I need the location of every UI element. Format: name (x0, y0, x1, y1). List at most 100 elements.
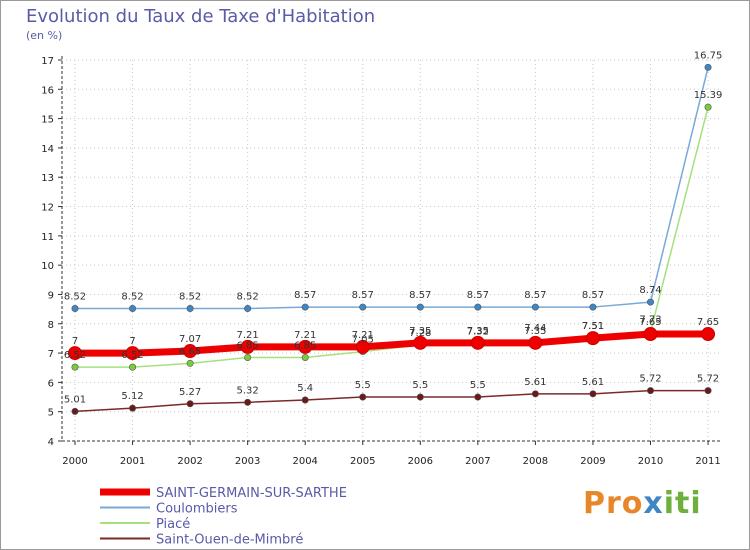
y-tick-label: 8 (48, 320, 54, 331)
data-point (186, 400, 194, 408)
y-tick-label: 15 (41, 115, 54, 126)
data-point (589, 303, 597, 311)
y-tick-label: 5 (48, 408, 54, 419)
data-label: 8.57 (352, 290, 374, 301)
data-label: 5.61 (524, 377, 546, 388)
data-label: 8.52 (64, 292, 86, 303)
data-label: 7.05 (352, 335, 374, 346)
data-point (416, 303, 424, 311)
data-label: 15.39 (694, 90, 723, 101)
data-label: 6.65 (179, 346, 201, 357)
data-point (129, 363, 137, 371)
data-point (589, 390, 597, 398)
data-label: 7.51 (582, 321, 604, 332)
logo-part-2: x (643, 486, 664, 521)
data-point (416, 393, 424, 401)
data-label: 7.21 (294, 330, 316, 341)
data-point (71, 363, 79, 371)
data-label: 8.52 (121, 292, 143, 303)
y-tick-label: 11 (41, 232, 54, 243)
data-label: 8.57 (294, 290, 316, 301)
data-point (474, 303, 482, 311)
chart-unit-label: (en %) (26, 29, 63, 42)
logo-part-3: iti (663, 486, 702, 521)
data-label: 8.57 (467, 290, 489, 301)
data-label: 8.57 (524, 290, 546, 301)
data-point (528, 335, 543, 350)
x-tick-label: 2000 (62, 456, 87, 467)
data-label-layer: 7 7 7.07 7.21 7.21 7.21 7.35 7.35 7.35 7.51 7.65 7.… (64, 50, 723, 405)
data-point (301, 396, 309, 404)
legend-label: Coulombiers (156, 502, 238, 517)
x-tick-label: 2004 (292, 456, 317, 467)
data-point (704, 103, 712, 111)
data-label: 8.57 (409, 290, 431, 301)
grid-layer (62, 59, 720, 441)
data-label: 7 (129, 336, 135, 347)
data-label: 8.52 (237, 292, 259, 303)
x-tick-label: 2005 (350, 456, 375, 467)
y-tick-label: 17 (41, 56, 54, 67)
axis-layer: 4 5 6 7 8 9 10 11 12 13 14 15 16 17 2000 2001 2002 2003 20… (41, 56, 721, 467)
x-tick-label: 2001 (120, 456, 145, 467)
data-label: 5.27 (179, 387, 201, 398)
y-tick-label: 16 (41, 85, 54, 96)
data-point (531, 303, 539, 311)
data-point (244, 353, 252, 361)
x-tick-label: 2009 (580, 456, 605, 467)
x-tick-label: 2011 (695, 456, 720, 467)
data-label: 7.35 (524, 326, 546, 337)
series-line (74, 389, 709, 413)
data-label: 5.5 (412, 380, 428, 391)
legend-label: Piacé (156, 517, 190, 532)
data-label: 5.4 (297, 383, 313, 394)
data-point (646, 387, 654, 395)
data-point (301, 303, 309, 311)
data-point (359, 393, 367, 401)
data-point (125, 346, 140, 361)
legend-label: SAINT-GERMAIN-SUR-SARTHE (156, 486, 347, 501)
data-label: 5.72 (697, 374, 719, 385)
x-tick-label: 2008 (523, 456, 548, 467)
data-point (301, 353, 309, 361)
data-label: 7.44 (524, 323, 546, 334)
data-point (701, 327, 716, 342)
x-tick-label: 2003 (235, 456, 260, 467)
series-line (75, 67, 709, 310)
data-point (474, 393, 482, 401)
data-label: 7.21 (352, 330, 374, 341)
data-point (183, 344, 198, 359)
data-label: 7.28 (409, 328, 431, 339)
data-point (71, 305, 79, 313)
y-tick-label: 10 (41, 261, 54, 272)
data-point (71, 407, 79, 415)
series-line (75, 330, 709, 357)
data-point (413, 335, 428, 350)
data-label: 5.5 (470, 380, 486, 391)
data-label: 5.72 (639, 374, 661, 385)
data-point (129, 404, 137, 412)
x-tick-label: 2002 (177, 456, 202, 467)
data-label: 7.51 (582, 321, 604, 332)
chart-title: Evolution du Taux de Taxe d'Habitation (26, 6, 376, 27)
data-label: 5.5 (355, 380, 371, 391)
data-label: 6.52 (121, 350, 143, 361)
data-label: 7.21 (237, 330, 259, 341)
y-tick-label: 9 (48, 290, 54, 301)
data-point (643, 327, 658, 342)
series-line (75, 106, 709, 368)
series-layer (68, 63, 716, 415)
data-point (186, 305, 194, 313)
data-point (531, 390, 539, 398)
y-tick-label: 7 (48, 349, 54, 360)
data-label: 7 (72, 336, 78, 347)
data-label: 16.75 (694, 50, 723, 61)
data-label: 5.61 (582, 377, 604, 388)
y-tick-label: 14 (41, 144, 54, 155)
data-point (298, 339, 313, 354)
proxiti-logo: Proxiti (583, 486, 702, 521)
data-point (186, 359, 194, 367)
data-label: 5.32 (237, 385, 259, 396)
